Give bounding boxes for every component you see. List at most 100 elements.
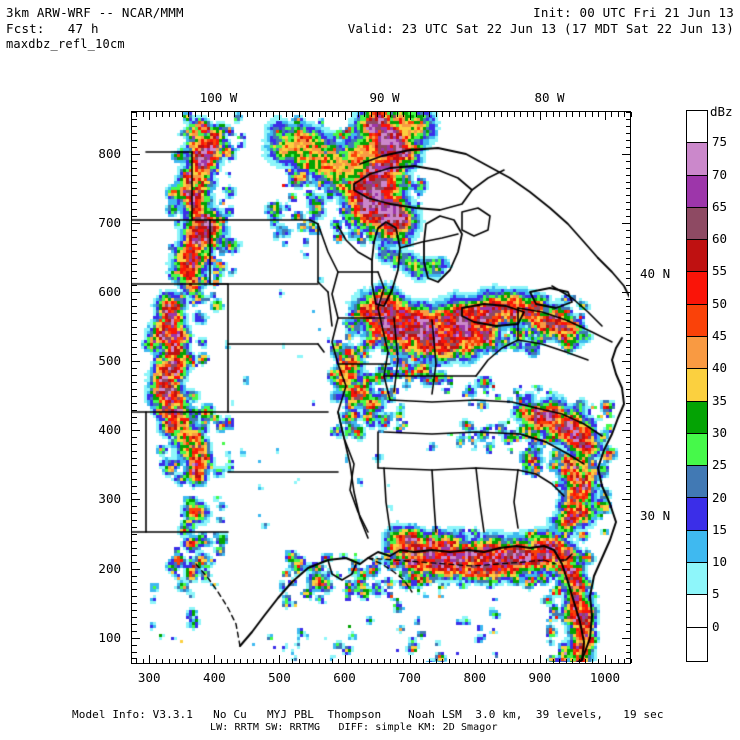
- axis-tick: [625, 174, 630, 176]
- axis-tick: [625, 354, 630, 356]
- axis-tick: [132, 153, 140, 155]
- axis-tick: [409, 655, 411, 663]
- axis-tick: [132, 527, 137, 529]
- axis-tick: [461, 112, 463, 117]
- axis-tick: [625, 395, 630, 397]
- axis-tick: [625, 388, 630, 390]
- axis-tick: [132, 637, 140, 639]
- axis-tick: [132, 610, 137, 612]
- axis-tick: [132, 423, 137, 425]
- axis-tick: [266, 658, 268, 663]
- y-axis-tick-label: 500: [98, 353, 121, 369]
- axis-tick: [132, 630, 137, 632]
- axis-tick: [132, 520, 137, 522]
- axis-tick: [598, 658, 600, 663]
- axis-tick: [474, 655, 476, 663]
- axis-tick: [357, 658, 359, 663]
- axis-tick: [625, 416, 630, 418]
- axis-tick: [214, 112, 216, 120]
- axis-tick: [344, 112, 346, 120]
- axis-tick: [625, 513, 630, 515]
- latitude-label: 30 N: [640, 508, 671, 524]
- axis-tick: [132, 368, 137, 370]
- axis-tick: [585, 658, 587, 663]
- axis-tick: [383, 658, 385, 663]
- valid-time: Valid: 23 UTC Sat 22 Jun 13 (17 MDT Sat …: [347, 21, 734, 36]
- longitude-label: 90 W: [369, 90, 400, 105]
- x-axis-tick-label: 1000: [589, 670, 621, 685]
- axis-tick: [494, 658, 496, 663]
- axis-tick: [279, 655, 281, 663]
- axis-tick: [625, 540, 630, 542]
- axis-tick: [625, 319, 630, 321]
- axis-tick: [625, 333, 630, 335]
- axis-tick: [622, 361, 630, 363]
- axis-tick: [625, 140, 630, 142]
- axis-tick: [625, 202, 630, 204]
- axis-tick: [625, 630, 630, 632]
- axis-tick: [142, 658, 144, 663]
- axis-tick: [132, 513, 137, 515]
- colorbar-tick-label: 30: [712, 424, 728, 440]
- axis-tick: [533, 112, 535, 117]
- axis-tick: [132, 257, 137, 259]
- axis-tick: [325, 112, 326, 117]
- axis-tick: [507, 658, 509, 663]
- axis-tick: [455, 112, 457, 117]
- axis-tick: [487, 112, 489, 117]
- axis-tick: [201, 658, 203, 663]
- axis-tick: [364, 112, 366, 117]
- colorbar-tick-label: 55: [712, 263, 728, 279]
- axis-tick: [572, 112, 574, 117]
- axis-tick: [132, 133, 137, 135]
- axis-tick: [132, 340, 137, 342]
- colorbar-segment: [687, 530, 707, 563]
- axis-tick: [181, 658, 183, 663]
- axis-tick: [132, 319, 137, 321]
- axis-tick: [565, 112, 567, 117]
- axis-tick: [162, 112, 164, 117]
- axis-tick: [132, 402, 137, 404]
- axis-tick: [442, 658, 444, 663]
- axis-tick: [625, 257, 630, 259]
- axis-tick: [132, 312, 137, 314]
- axis-tick: [331, 112, 333, 117]
- axis-tick: [132, 499, 140, 501]
- axis-tick: [175, 112, 177, 117]
- axis-tick: [132, 464, 137, 466]
- axis-tick: [132, 623, 137, 625]
- axis-tick: [625, 250, 630, 252]
- axis-tick: [442, 112, 444, 117]
- axis-tick: [132, 174, 137, 176]
- axis-tick: [325, 658, 326, 663]
- reflectivity-colorbar: [686, 110, 708, 662]
- axis-tick: [494, 112, 496, 117]
- axis-tick: [533, 658, 535, 663]
- axis-tick: [132, 651, 137, 653]
- axis-tick: [132, 243, 137, 245]
- axis-tick: [132, 589, 137, 591]
- axis-tick: [481, 658, 483, 663]
- axis-tick: [175, 658, 177, 663]
- colorbar-tick-label: 50: [712, 295, 728, 311]
- axis-tick: [625, 603, 630, 605]
- axis-tick: [132, 216, 137, 218]
- axis-tick: [370, 112, 372, 117]
- axis-tick: [429, 658, 431, 663]
- colorbar-tick-label: 35: [712, 392, 728, 408]
- colorbar-segment: [687, 401, 707, 434]
- axis-tick: [631, 112, 632, 117]
- axis-tick: [132, 140, 137, 142]
- axis-tick: [625, 527, 630, 529]
- colorbar-segment: [687, 562, 707, 596]
- axis-tick: [625, 146, 630, 148]
- axis-tick: [220, 658, 222, 663]
- axis-tick: [625, 623, 630, 625]
- axis-tick: [266, 112, 268, 117]
- model-info-line-2: LW: RRTM SW: RRTMG DIFF: simple KM: 2D S…: [210, 722, 498, 733]
- axis-tick: [625, 188, 630, 190]
- axis-tick: [132, 167, 137, 169]
- axis-tick: [448, 112, 450, 117]
- axis-tick: [625, 229, 630, 231]
- axis-tick: [625, 126, 630, 128]
